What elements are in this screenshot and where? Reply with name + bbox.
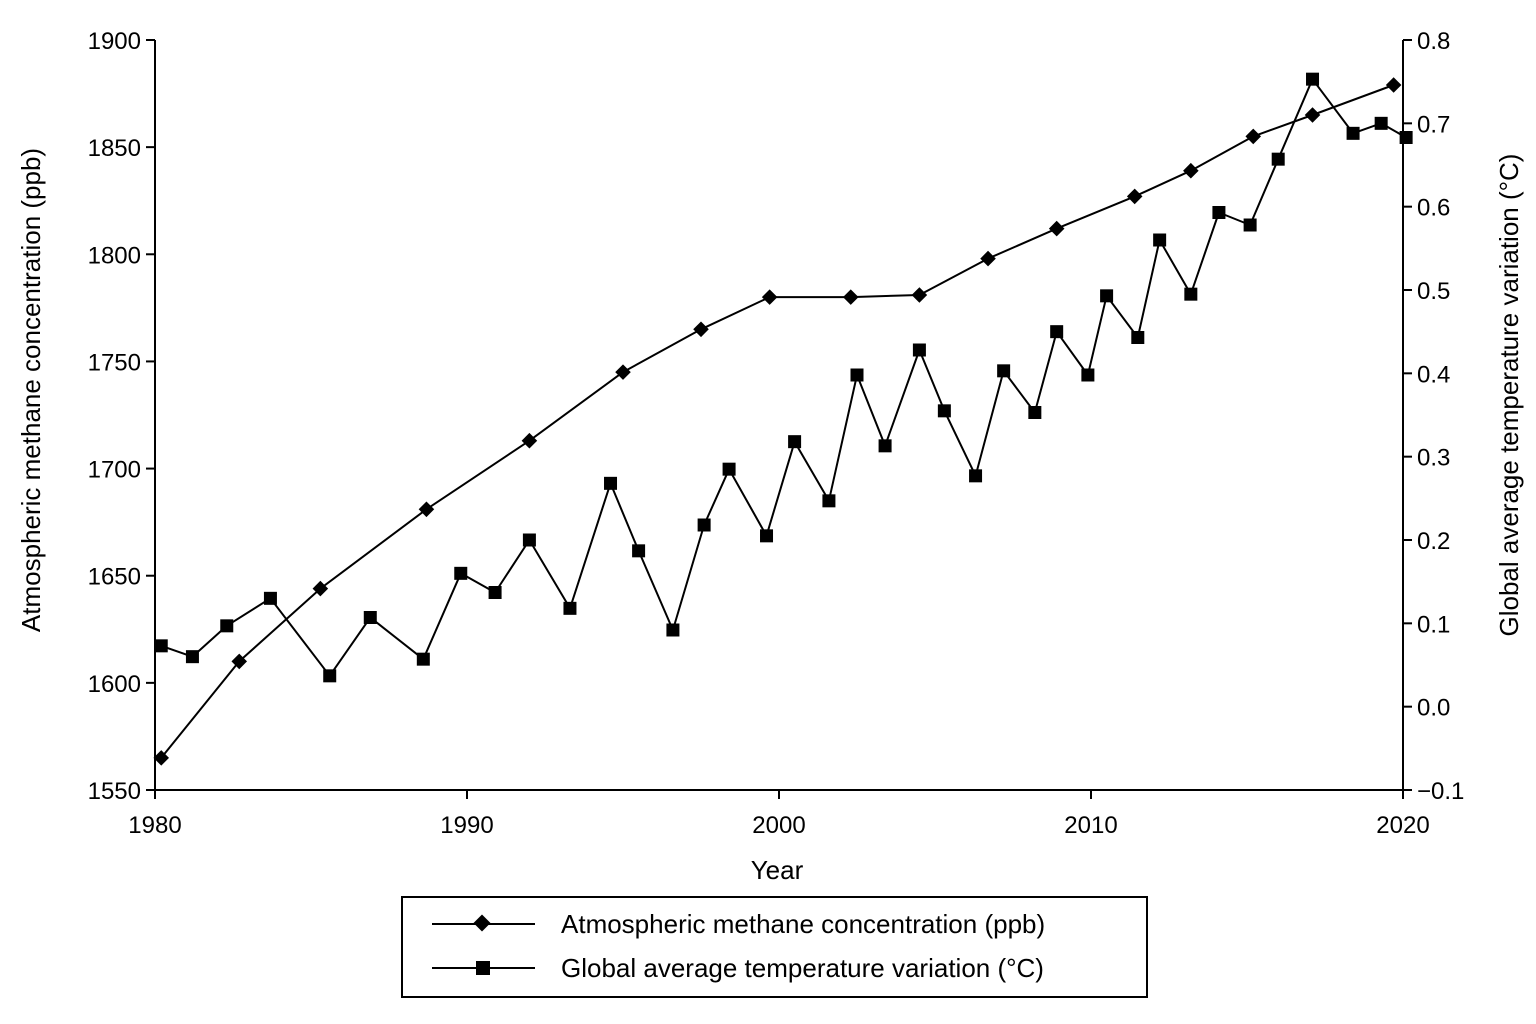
x-tick-label: 1990 (440, 812, 493, 839)
temperature-point (1081, 368, 1095, 382)
x-tick-label: 2020 (1376, 812, 1429, 839)
methane-point (1385, 77, 1402, 93)
temperature-point (822, 494, 836, 508)
temperature-point (937, 404, 951, 418)
right-y-tick-label: 0.6 (1417, 195, 1450, 222)
right-y-axis-title: Global average temperature variation (°C… (1494, 154, 1524, 637)
methane-point (911, 287, 928, 303)
right-y-tick-label: 0.3 (1417, 445, 1450, 472)
right-y-tick-label: 0.1 (1417, 611, 1450, 638)
left-y-tick-label: 1850 (88, 135, 141, 162)
temperature-point (666, 623, 680, 637)
temperature-point (154, 639, 168, 653)
left-y-tick-label: 1550 (88, 778, 141, 805)
legend-box (401, 896, 1148, 998)
legend-label-temperature: Global average temperature variation (°C… (561, 953, 1044, 983)
temperature-point (632, 544, 646, 558)
temperature-point (1050, 325, 1064, 339)
temperature-point (997, 364, 1011, 378)
x-axis-title: Year (751, 855, 804, 885)
temperature-point (604, 476, 618, 490)
methane-point (615, 364, 631, 380)
temperature-point (416, 652, 430, 666)
left-y-tick-label: 1600 (88, 671, 141, 698)
temperature-point (788, 435, 802, 449)
temperature-point (220, 619, 234, 633)
methane-point (1048, 220, 1065, 237)
methane-point (693, 321, 709, 338)
methane-point (418, 501, 435, 518)
temperature-point (1131, 331, 1145, 344)
x-tick-label: 1980 (128, 812, 181, 839)
temperature-point (878, 439, 892, 453)
temperature-point (363, 611, 377, 624)
temperature-point (1346, 126, 1360, 140)
series-lines (160, 78, 1407, 759)
left-y-tick-label: 1750 (88, 349, 141, 376)
temperature-point (760, 529, 774, 543)
methane-point (1126, 188, 1143, 205)
temperature-point (969, 469, 983, 483)
right-y-tick-label: 0.0 (1417, 695, 1450, 722)
left-y-tick-label: 1900 (88, 28, 141, 55)
methane-point (842, 289, 859, 305)
left-y-tick-label: 1800 (88, 242, 141, 269)
right-y-tick-label: 0.2 (1417, 528, 1450, 555)
temperature-point (563, 601, 577, 615)
temperature-point (454, 566, 468, 580)
methane-point (231, 653, 248, 670)
temperature-point (1306, 72, 1320, 86)
series-line-temperature (160, 78, 1407, 677)
legend: Atmospheric methane concentration (ppb) … (401, 896, 1148, 998)
series-line-methane (160, 84, 1394, 759)
temperature-point (1212, 206, 1226, 219)
legend-label-methane: Atmospheric methane concentration (ppb) (561, 909, 1045, 939)
temperature-point (1153, 233, 1167, 247)
temperature-point (1271, 152, 1285, 166)
temperature-point (1243, 218, 1257, 232)
left-y-tick-label: 1650 (88, 564, 141, 591)
temperature-point (263, 591, 277, 605)
tick-labels: 1980 1990 2000 2010 2020 1550 1600 1650 1700 1750… (88, 28, 1465, 839)
temperature-point (1374, 116, 1388, 130)
temperature-point (185, 650, 199, 664)
x-tick-label: 2010 (1064, 812, 1117, 839)
left-y-axis-title: Atmospheric methane concentration (ppb) (16, 148, 46, 632)
temperature-point (850, 368, 864, 382)
legend-marker-methane (473, 914, 491, 932)
right-y-tick-label: 0.7 (1417, 111, 1450, 138)
temperature-point (323, 669, 337, 683)
temperature-point (912, 343, 926, 357)
methane-point (980, 250, 996, 267)
temperature-point (488, 586, 502, 599)
legend-marker-temperature (476, 961, 490, 975)
left-y-tick-label: 1700 (88, 457, 141, 484)
x-tick-label: 2000 (752, 812, 805, 839)
right-y-tick-label: 0.4 (1417, 361, 1450, 388)
methane-point (761, 289, 778, 305)
right-y-tick-label: 0.8 (1417, 28, 1450, 55)
right-y-tick-label: 0.5 (1417, 278, 1450, 305)
temperature-point (1184, 287, 1198, 301)
methane-point (153, 750, 170, 766)
methane-point (1304, 107, 1321, 123)
right-y-tick-label: −0.1 (1417, 778, 1464, 805)
axes (154, 40, 1404, 791)
temperature-point (522, 533, 536, 547)
temperature-point (722, 462, 736, 476)
methane-point (1183, 162, 1199, 179)
series-markers (153, 72, 1413, 766)
tick-marks (146, 39, 1412, 799)
temperature-point (1399, 131, 1413, 144)
temperature-point (1100, 289, 1114, 303)
temperature-point (697, 518, 711, 532)
methane-point (1245, 128, 1262, 145)
temperature-point (1028, 406, 1042, 419)
methane-point (521, 432, 538, 449)
